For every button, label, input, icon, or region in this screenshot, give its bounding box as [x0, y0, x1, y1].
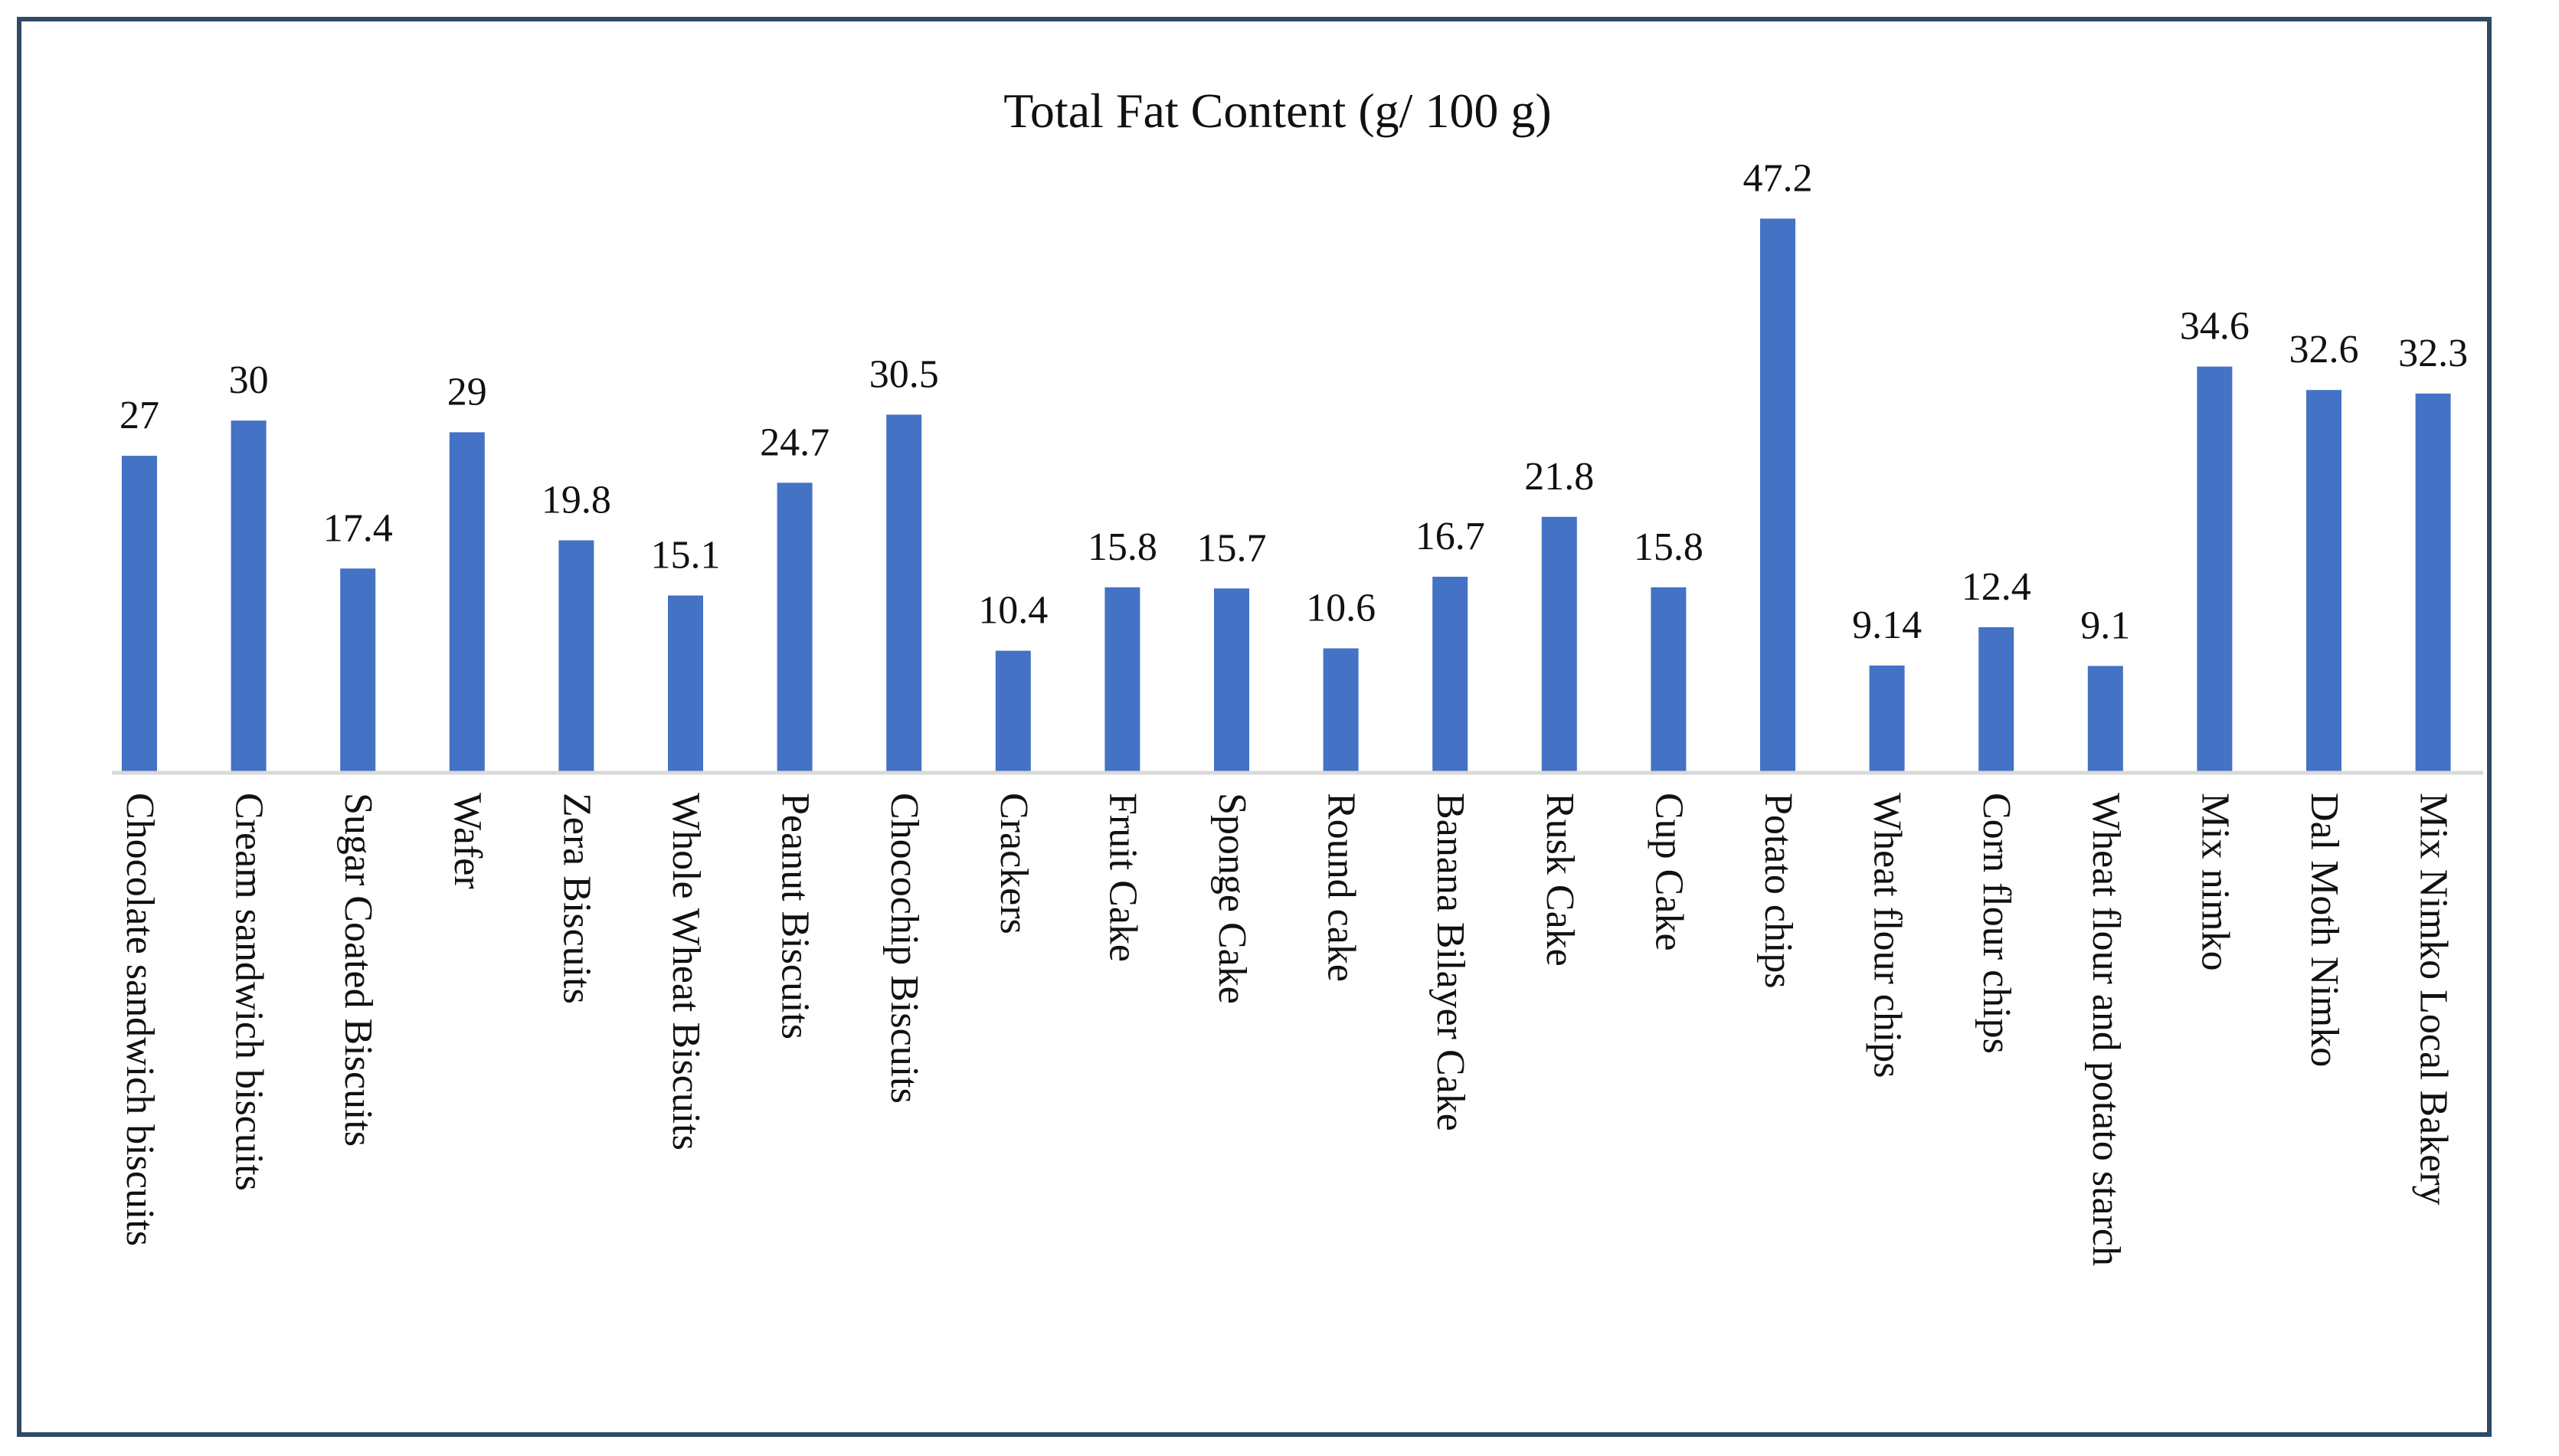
- bar: [1651, 587, 1687, 773]
- bar: [2087, 666, 2123, 773]
- data-label: 9.14: [1852, 604, 1922, 647]
- data-label: 17.4: [323, 506, 393, 550]
- data-label: 29: [447, 370, 487, 414]
- bar-chart: Total Fat Content (g/ 100 g) 27 30 17.4 29 1…: [112, 83, 2483, 1266]
- x-tick-label: Cream sandwich biscuits: [227, 793, 271, 1191]
- bar: [1323, 648, 1359, 773]
- bar: [122, 456, 157, 773]
- data-label: 47.2: [1743, 156, 1813, 200]
- x-tick-label: Dal Moth Nimko: [2302, 793, 2346, 1067]
- x-tick-label: Round cake: [1320, 793, 1363, 982]
- bar: [2197, 366, 2233, 774]
- bar: [340, 568, 376, 773]
- chart-title: Total Fat Content (g/ 100 g): [1003, 83, 1551, 138]
- bar: [995, 650, 1031, 773]
- x-tick-label: Potato chips: [1756, 793, 1800, 989]
- bar: [886, 414, 922, 773]
- x-tick-label: Chocolate sandwich biscuits: [118, 793, 162, 1246]
- x-tick-label: Cup Cake: [1647, 793, 1690, 951]
- chart-frame: Total Fat Content (g/ 100 g) 27 30 17.4 29 1…: [17, 17, 2492, 1437]
- bar: [558, 540, 594, 773]
- bar: [1541, 516, 1577, 773]
- x-tick-label: Fruit Cake: [1101, 793, 1144, 962]
- x-tick-label: Mix nimko: [2193, 793, 2237, 971]
- x-tick-label: Mix Nimko Local Bakery: [2412, 793, 2456, 1206]
- x-tick-label: Whole Wheat Biscuits: [664, 793, 708, 1150]
- bar: [777, 483, 813, 773]
- data-label: 34.6: [2180, 305, 2250, 348]
- x-tick-label: Chocochip Biscuits: [882, 793, 926, 1104]
- data-label: 15.1: [651, 534, 721, 577]
- x-tick-label: Corn flour chips: [1975, 793, 2018, 1054]
- bars-layer: [122, 218, 2451, 774]
- bar: [2306, 390, 2341, 773]
- x-tick-label: Crackers: [992, 793, 1036, 934]
- bar: [1978, 627, 2014, 773]
- x-tick-label: Sponge Cake: [1210, 793, 1254, 1004]
- x-tick-label: Wafer: [446, 793, 489, 889]
- data-label: 19.8: [542, 479, 611, 522]
- data-labels-layer: 27 30 17.4 29 19.8 15.1 24.7 30.5 10.4 15.8 15.7 10…: [119, 156, 2468, 647]
- bar: [1432, 577, 1468, 773]
- data-label: 32.6: [2289, 328, 2359, 371]
- bar: [449, 432, 485, 773]
- bar: [1869, 665, 1905, 773]
- bar: [1760, 218, 1795, 773]
- data-label: 16.7: [1415, 515, 1485, 558]
- data-label: 30: [229, 358, 269, 402]
- data-label: 21.8: [1524, 455, 1594, 499]
- data-label: 27: [119, 394, 159, 437]
- data-label: 30.5: [869, 352, 939, 396]
- data-label: 15.8: [1634, 525, 1703, 569]
- data-label: 12.4: [1962, 565, 2031, 609]
- data-label: 15.8: [1088, 525, 1157, 569]
- data-label: 24.7: [760, 420, 830, 464]
- x-tick-label: Wheat flour and potato starch: [2084, 793, 2128, 1266]
- data-label: 9.1: [2080, 604, 2130, 648]
- data-label: 10.4: [978, 589, 1048, 633]
- bar: [2415, 393, 2451, 773]
- bar: [1214, 588, 1249, 773]
- x-tick-label: Wheat flour chips: [1866, 793, 1909, 1078]
- x-tick-label: Zera Biscuits: [555, 793, 598, 1004]
- bar: [668, 595, 703, 773]
- data-label: 15.7: [1197, 526, 1267, 570]
- x-tick-label: Rusk Cake: [1538, 793, 1582, 967]
- x-tick-label: Peanut Biscuits: [774, 793, 817, 1039]
- x-tick-label: Banana Bilayer Cake: [1428, 793, 1472, 1131]
- x-tick-labels-layer: Chocolate sandwich biscuits Cream sandwic…: [118, 793, 2456, 1266]
- bar: [231, 420, 267, 773]
- bar: [1104, 587, 1140, 773]
- data-label: 10.6: [1306, 587, 1376, 630]
- data-label: 32.3: [2398, 332, 2468, 375]
- x-tick-label: Sugar Coated Biscuits: [336, 793, 380, 1147]
